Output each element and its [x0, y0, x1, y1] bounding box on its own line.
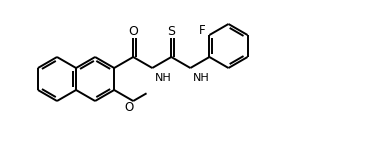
Text: S: S — [167, 25, 176, 38]
Text: O: O — [124, 100, 134, 113]
Text: NH: NH — [155, 73, 172, 83]
Text: F: F — [199, 24, 206, 37]
Text: NH: NH — [193, 73, 210, 83]
Text: O: O — [128, 25, 138, 38]
